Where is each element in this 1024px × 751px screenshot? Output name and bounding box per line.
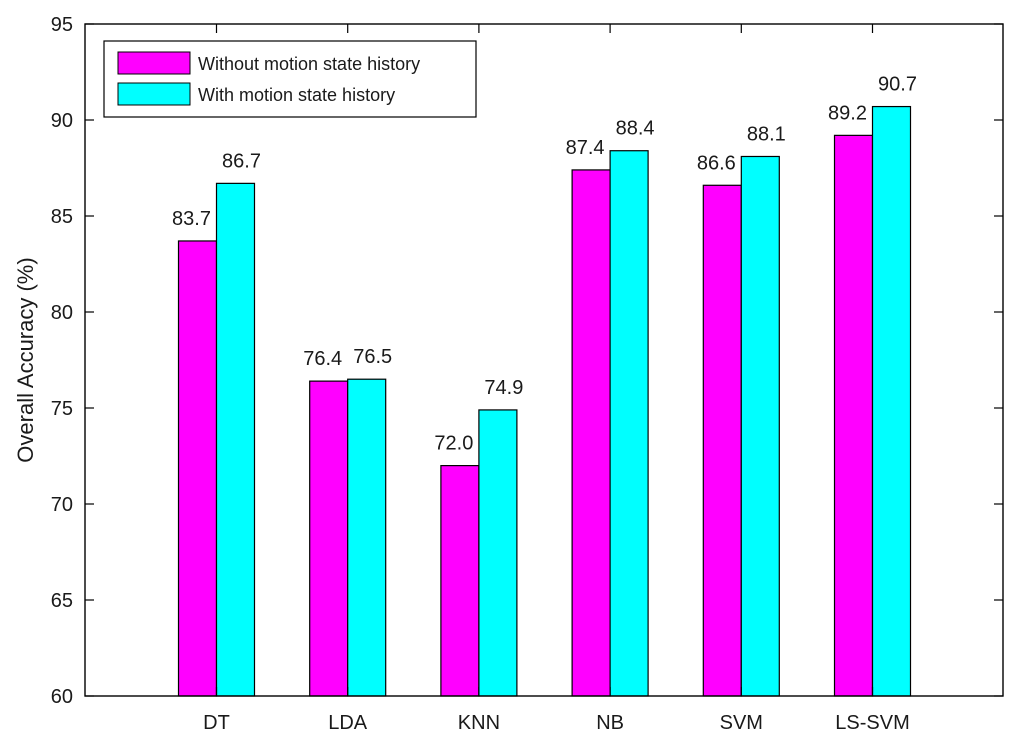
- y-tick-label-65: 65: [51, 590, 73, 612]
- data-label-ls-svm-series-2: 90.7: [878, 74, 917, 96]
- legend-swatch-with-history: [117, 82, 191, 106]
- bar-svm-series-2: [740, 155, 780, 697]
- y-tick-label-90: 90: [51, 110, 73, 132]
- bar-nb-series-2: [609, 150, 649, 697]
- x-tick-label-knn: KNN: [458, 712, 500, 734]
- data-label-knn-series-1: 72.0: [434, 433, 473, 455]
- y-tick-label-60: 60: [51, 686, 73, 708]
- y-tick-label-95: 95: [51, 14, 73, 36]
- bar-lda-series-2: [347, 378, 387, 697]
- x-tick-label-ls-svm: LS-SVM: [835, 712, 909, 734]
- bar-ls-svm-series-2: [871, 105, 912, 697]
- bar-dt-series-2: [215, 182, 256, 697]
- x-tick-label-dt: DT: [203, 712, 230, 734]
- data-label-ls-svm-series-1: 89.2: [828, 102, 867, 124]
- bar-knn-series-1: [440, 465, 480, 697]
- y-axis-title: Overall Accuracy (%): [13, 257, 38, 462]
- x-tick-label-svm: SVM: [720, 712, 763, 734]
- data-label-svm-series-2: 88.1: [747, 123, 786, 145]
- data-label-knn-series-2: 74.9: [484, 377, 523, 399]
- x-tick-label-nb: NB: [596, 712, 624, 734]
- data-label-nb-series-2: 88.4: [616, 118, 655, 140]
- data-label-lda-series-1: 76.4: [303, 348, 342, 370]
- legend-label-with-history: With motion state history: [198, 85, 395, 105]
- legend: Without motion state history With motion…: [103, 40, 477, 118]
- bars-layer: [177, 105, 912, 697]
- data-label-dt-series-2: 86.7: [222, 150, 261, 172]
- axes-layer: DT LDA KNN NB SVM LS-SVM 60 65 70 75 80 85 90 95: [51, 14, 1004, 734]
- data-labels-layer: 83.7 86.7 76.4 76.5 72.0 74.9 87.4 88.4 86.6 88.1…: [172, 74, 917, 455]
- x-tick-label-lda: LDA: [328, 712, 368, 734]
- data-label-nb-series-1: 87.4: [566, 137, 605, 159]
- bar-dt-series-1: [177, 240, 218, 697]
- legend-swatch-without-history: [117, 51, 191, 75]
- bar-nb-series-1: [571, 169, 611, 697]
- y-tick-label-85: 85: [51, 206, 73, 228]
- data-label-svm-series-1: 86.6: [697, 152, 736, 174]
- data-label-dt-series-1: 83.7: [172, 208, 211, 230]
- y-tick-label-75: 75: [51, 398, 73, 420]
- legend-label-without-history: Without motion state history: [198, 54, 420, 74]
- bar-ls-svm-series-1: [833, 134, 874, 697]
- bar-lda-series-1: [309, 380, 349, 697]
- bar-svm-series-1: [702, 184, 742, 697]
- y-tick-label-70: 70: [51, 494, 73, 516]
- data-label-lda-series-2: 76.5: [353, 346, 392, 368]
- plot-area-frame: [84, 23, 1004, 697]
- y-tick-label-80: 80: [51, 302, 73, 324]
- bar-knn-series-2: [478, 409, 518, 697]
